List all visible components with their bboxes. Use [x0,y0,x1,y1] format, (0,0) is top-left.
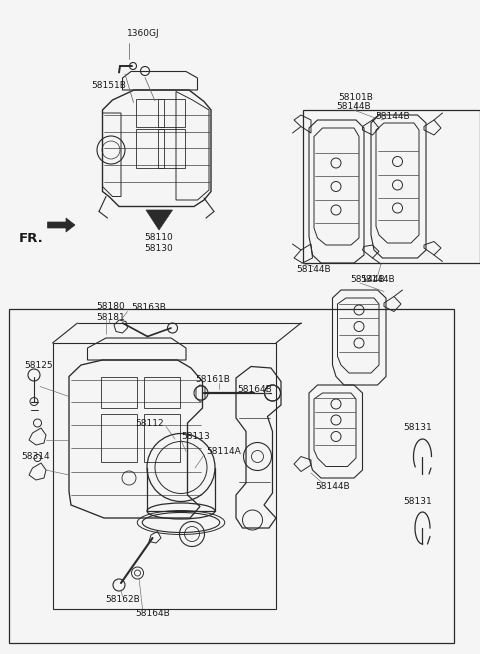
Text: 58144B: 58144B [297,266,331,275]
Text: 58314: 58314 [21,452,49,461]
Text: 58164B: 58164B [135,608,170,617]
Text: 58131: 58131 [403,424,432,432]
Text: 58130: 58130 [144,243,173,252]
Text: 58101B: 58101B [338,94,373,103]
Text: 58181: 58181 [96,313,125,322]
Polygon shape [48,218,75,232]
Text: 58161B: 58161B [195,375,230,385]
Text: 58144B: 58144B [360,275,395,284]
Bar [157,99,185,126]
Text: 58113: 58113 [181,432,210,441]
Text: 58144B: 58144B [315,482,350,491]
Bar [157,129,185,168]
Bar [136,129,164,168]
Text: 58131: 58131 [403,497,432,506]
Bar [52,343,276,609]
Bar [9,309,454,643]
Text: 58163B: 58163B [131,303,166,313]
Text: 58110: 58110 [144,233,173,243]
Polygon shape [146,210,172,230]
Bar [144,414,180,462]
Text: 1360GJ: 1360GJ [127,29,160,39]
Text: 58144B: 58144B [336,102,372,111]
Text: 58151B: 58151B [91,82,126,90]
Text: 58125: 58125 [24,360,53,370]
Bar [101,377,137,408]
Text: 58162B: 58162B [105,596,140,604]
Text: 58114A: 58114A [206,447,241,456]
Bar [101,414,137,462]
Bar [144,377,180,408]
Text: 58144B: 58144B [375,112,410,121]
Text: 58180: 58180 [96,302,125,311]
Bar [302,111,480,263]
Text: 58144B: 58144B [350,275,385,284]
Text: 58112: 58112 [135,419,164,428]
Text: FR.: FR. [19,233,44,245]
Bar [136,99,164,126]
Text: 58164B: 58164B [238,385,272,394]
